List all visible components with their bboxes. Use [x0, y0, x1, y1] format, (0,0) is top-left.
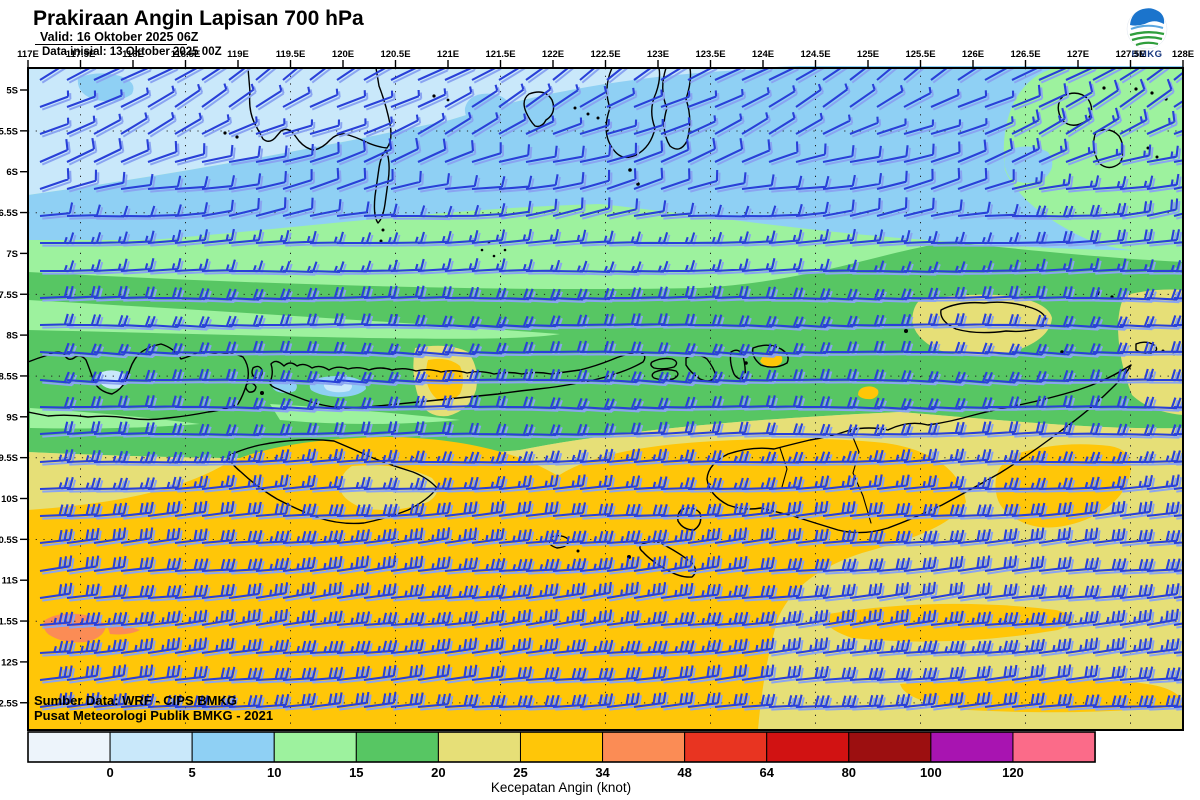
lat-tick-label: 8.5S: [0, 371, 18, 382]
colorbar-caption: Kecepatan Angin (knot): [491, 780, 631, 795]
map-axes: 117E 117.5E 118E 118.5E 119E 119.5E 120E 120.5E…: [0, 49, 1194, 709]
colorbar-tick-label: 25: [513, 765, 527, 780]
colorbar-tick-label: 80: [842, 765, 856, 780]
coast-sulawesi-se-arm: [605, 68, 661, 159]
lon-tick-label: 128E: [1172, 49, 1194, 60]
timor-border-line: [849, 429, 872, 524]
coast-timor: [706, 364, 1132, 534]
lon-tick-label: 121.5E: [485, 49, 515, 60]
timor-border-line-2: [779, 447, 788, 488]
lon-tick-label: 119.5E: [276, 49, 306, 60]
valid-time-label: Valid: 16 Oktober 2025 06Z: [40, 30, 199, 44]
lon-tick-label: 125E: [857, 49, 879, 60]
coast-adonara: [650, 357, 678, 370]
data-source-label: Sumber Data: WRF - CIPS BMKG: [34, 693, 237, 708]
colorbar-segment: [848, 731, 932, 763]
lon-tick-label: 118.5E: [171, 49, 201, 60]
lat-tick-label: 8S: [6, 331, 18, 342]
colorbar-tick-label: 100: [920, 765, 942, 780]
colorbar-segment: [930, 731, 1014, 763]
lon-tick-label: 121E: [437, 49, 459, 60]
coast-island-round: [523, 91, 555, 128]
logo-text: BMKG: [1131, 49, 1162, 60]
lon-tick-label: 120.5E: [380, 49, 410, 60]
colorbar-segment: [766, 731, 850, 763]
colorbar-segment: [27, 731, 111, 763]
colorbar-tick-label: 5: [189, 765, 196, 780]
lat-tick-label: 10.5S: [0, 535, 18, 546]
lat-tick-label: 12.5S: [0, 698, 18, 709]
lat-tick-label: 6S: [6, 167, 18, 178]
colorbar-tick-label: 0: [106, 765, 113, 780]
colorbar-segment: [1012, 731, 1096, 763]
lon-tick-label: 123.5E: [695, 49, 725, 60]
colorbar-segment: [684, 731, 768, 763]
colorbar-tick-label: 34: [595, 765, 610, 780]
coast-alor: [751, 344, 789, 368]
colorbar-tick-label: 64: [759, 765, 774, 780]
lon-tick-label: 126.5E: [1010, 49, 1040, 60]
lat-tick-label: 9.5S: [0, 453, 18, 464]
wind-barbs-layer: [39, 68, 1183, 711]
colorbar-segment: [109, 731, 193, 763]
colorbar-segment: [273, 731, 357, 763]
colorbar-segment: [602, 731, 686, 763]
logo-cloud-icon: [1130, 8, 1165, 26]
wind-barb-shadow: [41, 68, 1183, 711]
colorbar-segment: [437, 731, 521, 763]
lon-tick-label: 126E: [962, 49, 984, 60]
colorbar-tick-label: 48: [677, 765, 691, 780]
colorbar-tick-label: 20: [431, 765, 445, 780]
lat-tick-label: 11.5S: [0, 617, 18, 628]
lat-tick-label: 5.5S: [0, 126, 18, 137]
lon-tick-label: 124.5E: [800, 49, 830, 60]
colorbar-segment: [519, 731, 604, 763]
bmkg-logo: BMKG: [1126, 8, 1168, 60]
lon-tick-label: 120E: [332, 49, 354, 60]
map-border: [27, 67, 1184, 731]
publisher-label: Pusat Meteorologi Publik BMKG - 2021: [34, 708, 273, 723]
page-title: Prakiraan Angin Lapisan 700 hPa: [33, 7, 364, 30]
coast-solor: [651, 369, 679, 381]
lon-tick-label: 124E: [752, 49, 774, 60]
colorbar-tick-label: 15: [349, 765, 363, 780]
lat-tick-label: 6.5S: [0, 208, 18, 219]
coast-selayar: [373, 149, 390, 224]
lon-tick-label: 125.5E: [905, 49, 935, 60]
lat-tick-label: 5S: [6, 86, 18, 97]
colorbar-tick-label: 10: [267, 765, 281, 780]
wind-barb: [39, 68, 1183, 709]
lon-tick-label: 127E: [1067, 49, 1089, 60]
lat-tick-label: 7S: [6, 249, 18, 260]
lon-tick-label: 117.5E: [66, 49, 96, 60]
lat-tick-label: 9S: [6, 412, 18, 423]
logo-wave-icon: [1129, 31, 1165, 37]
lon-tick-label: 119E: [227, 49, 249, 60]
colorbar-segment: [191, 731, 275, 763]
lon-tick-label: 118E: [122, 49, 144, 60]
lon-tick-label: 117E: [17, 49, 39, 60]
lat-tick-label: 7.5S: [0, 290, 18, 301]
lat-tick-label: 11S: [2, 576, 18, 587]
lat-tick-label: 12S: [1, 657, 18, 668]
wind-speed-colorbar: 0 5 10 15 20 25 34 48 64 80 100 120: [27, 731, 1096, 780]
colorbar-segment: [355, 731, 439, 763]
colorbar-tick-label: 120: [1002, 765, 1024, 780]
lat-tick-label: 10S: [1, 494, 18, 505]
lon-tick-label: 123E: [647, 49, 669, 60]
lon-tick-label: 127.5E: [1115, 49, 1145, 60]
init-time-label: Data inisial: 13 Oktober 2025 00Z: [42, 46, 222, 58]
lon-tick-label: 122.5E: [590, 49, 620, 60]
lon-tick-label: 122E: [542, 49, 564, 60]
coast-flores: [269, 351, 646, 409]
